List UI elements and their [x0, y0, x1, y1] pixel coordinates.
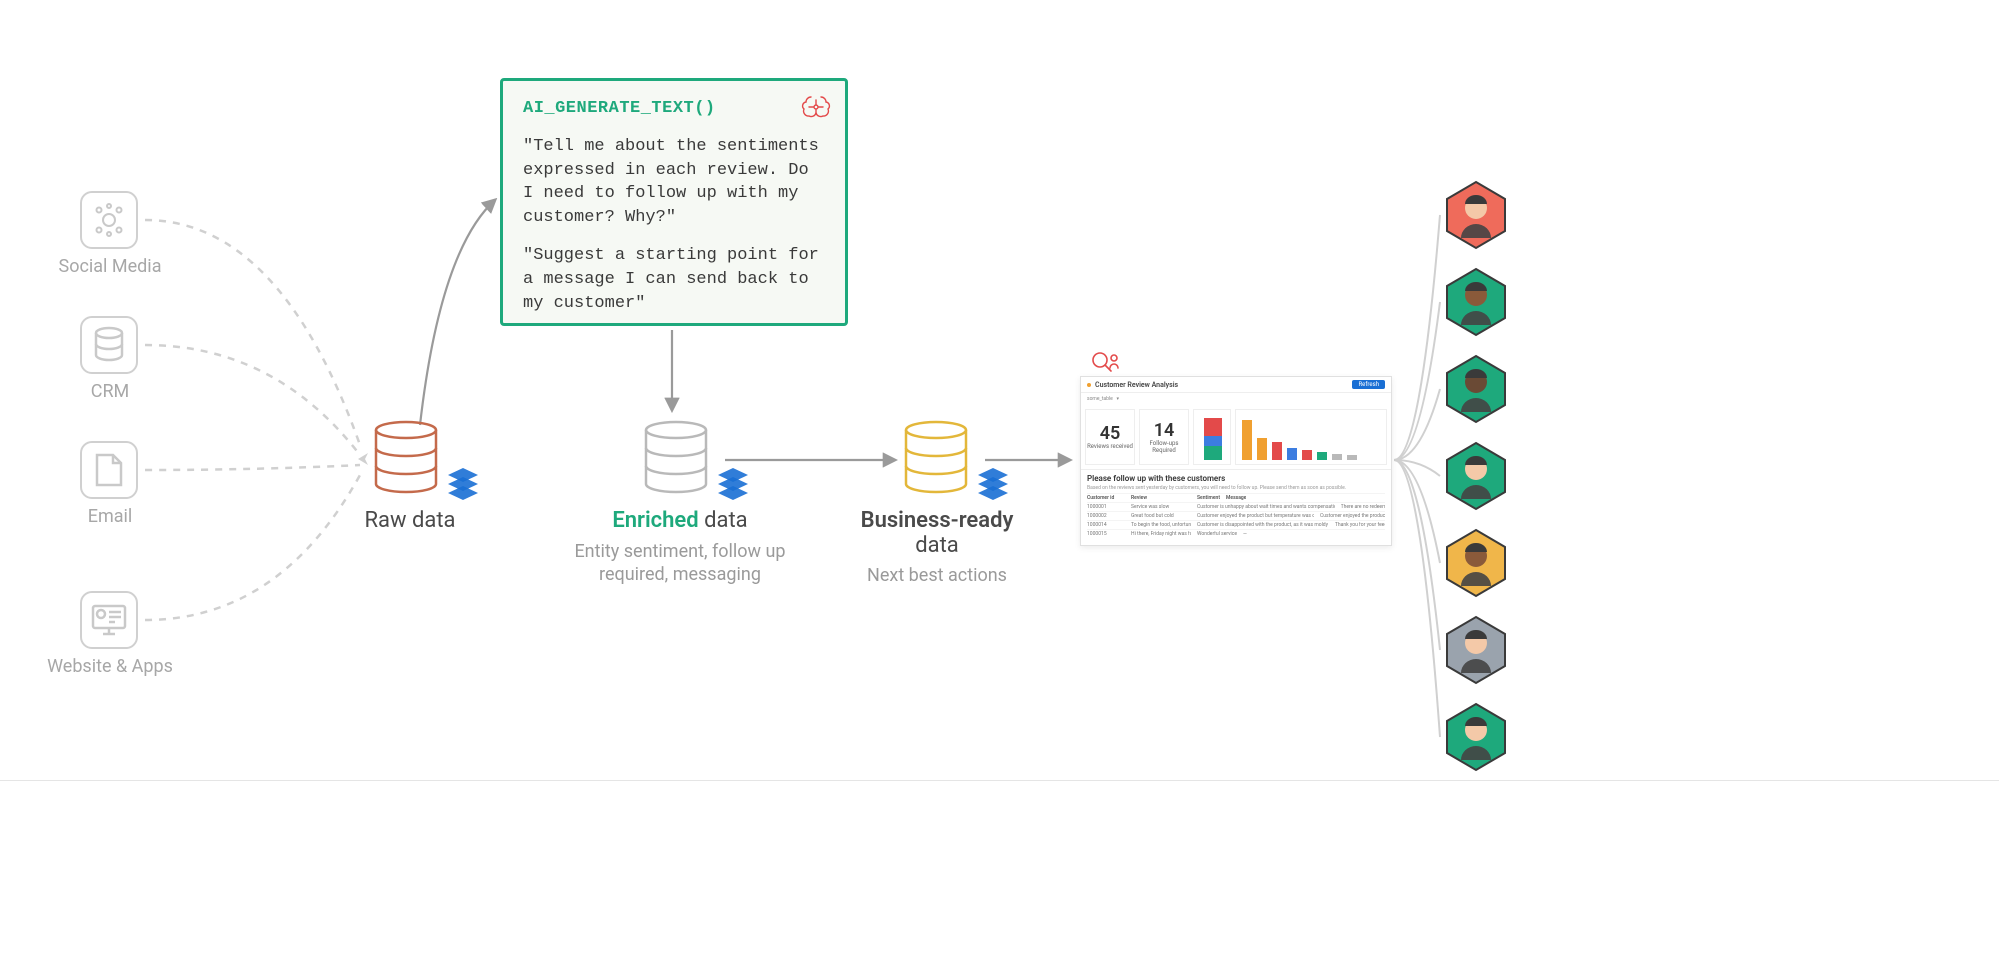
source-website-apps-label: Website & Apps — [32, 656, 188, 677]
table-row: 1000001Service was slowCustomer is unhap… — [1087, 502, 1385, 511]
table-row: 1000002Great food but coldCustomer enjoy… — [1087, 511, 1385, 520]
source-social-media-label: Social Media — [50, 256, 170, 277]
followup-table: Please follow up with these customers Ba… — [1081, 469, 1391, 542]
raw-data-db-icon — [370, 420, 442, 500]
enriched-data-label: Enriched data — [585, 508, 775, 533]
business-ready-subtitle: Next best actions — [852, 564, 1022, 587]
dashboard-preview: Customer Review Analysis Refresh some_ta… — [1080, 376, 1392, 546]
dashboard-title: Customer Review Analysis — [1095, 381, 1178, 389]
persona-hex — [1445, 180, 1507, 250]
kpi-reviews-received: 45 Reviews received — [1085, 409, 1135, 465]
search-people-icon — [1090, 350, 1122, 378]
source-crm-icon — [80, 316, 138, 374]
stacked-chart — [1193, 409, 1231, 465]
enriched-data-subtitle: Entity sentiment, follow up required, me… — [555, 540, 805, 587]
source-website-apps-icon — [80, 591, 138, 649]
databricks-icon — [448, 468, 478, 500]
persona-hex — [1445, 615, 1507, 685]
persona-hex — [1445, 441, 1507, 511]
databricks-icon — [718, 468, 748, 500]
business-ready-label: Business-readydata — [832, 508, 1042, 558]
bar-chart — [1235, 409, 1387, 465]
persona-hex — [1445, 702, 1507, 772]
brain-icon — [799, 91, 833, 125]
source-email-label: Email — [50, 506, 170, 527]
table-row: 1000014To begin the food, unfortunately … — [1087, 520, 1385, 529]
enriched-data-db-icon — [640, 420, 712, 500]
table-row: 1000015Hi there, Friday night was fun.Wo… — [1087, 529, 1385, 538]
dashboard-refresh-button[interactable]: Refresh — [1352, 380, 1385, 389]
source-email-icon — [80, 441, 138, 499]
raw-data-label: Raw data — [350, 508, 470, 533]
ai-function-name: AI_GENERATE_TEXT() — [523, 97, 825, 121]
databricks-icon — [978, 468, 1008, 500]
ai-prompt-1: "Tell me about the sentiments expressed … — [523, 135, 825, 230]
source-social-media-icon — [80, 191, 138, 249]
persona-hex — [1445, 528, 1507, 598]
persona-hex — [1445, 354, 1507, 424]
ai-prompt-2: "Suggest a starting point for a message … — [523, 244, 825, 315]
source-crm-label: CRM — [50, 381, 170, 402]
dashboard-topbar: Customer Review Analysis Refresh — [1081, 377, 1391, 393]
bottom-divider — [0, 780, 1999, 781]
kpi-followups-required: 14 Follow-ups Required — [1139, 409, 1189, 465]
persona-hex — [1445, 267, 1507, 337]
ai-generate-text-box: AI_GENERATE_TEXT() "Tell me about the se… — [500, 78, 848, 326]
business-ready-db-icon — [900, 420, 972, 500]
